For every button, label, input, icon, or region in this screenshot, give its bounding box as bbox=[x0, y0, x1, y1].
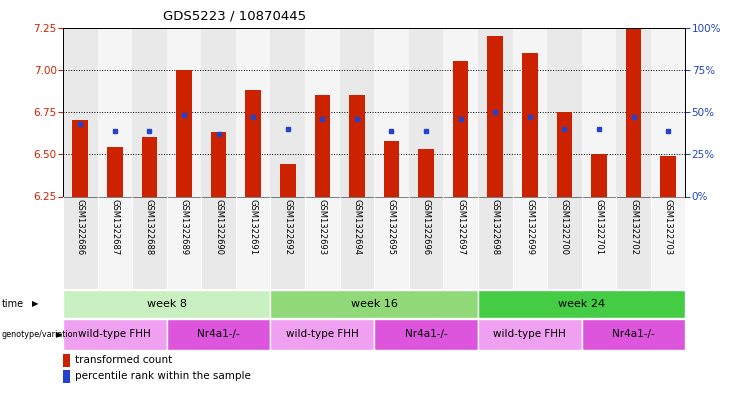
Bar bbox=[591, 154, 607, 196]
Bar bbox=[305, 196, 339, 289]
Bar bbox=[339, 28, 374, 196]
Bar bbox=[547, 28, 582, 196]
Text: GSM1322693: GSM1322693 bbox=[318, 199, 327, 255]
Text: genotype/variation: genotype/variation bbox=[1, 330, 78, 339]
Bar bbox=[98, 28, 132, 196]
Bar bbox=[202, 28, 236, 196]
Text: time: time bbox=[1, 299, 24, 309]
Bar bbox=[63, 28, 98, 196]
Bar bbox=[418, 149, 433, 196]
Text: GSM1322688: GSM1322688 bbox=[145, 199, 154, 255]
Text: GSM1322698: GSM1322698 bbox=[491, 199, 499, 255]
Bar bbox=[63, 319, 167, 350]
Bar bbox=[314, 95, 330, 196]
Text: GSM1322692: GSM1322692 bbox=[283, 199, 292, 255]
Bar bbox=[63, 290, 270, 318]
Bar bbox=[63, 354, 70, 367]
Text: GSM1322686: GSM1322686 bbox=[76, 199, 84, 255]
Text: GSM1322695: GSM1322695 bbox=[387, 199, 396, 255]
Bar bbox=[625, 29, 642, 196]
Text: wild-type FHH: wild-type FHH bbox=[286, 329, 359, 340]
Bar bbox=[73, 120, 88, 196]
Bar bbox=[270, 319, 374, 350]
Bar bbox=[409, 28, 443, 196]
Bar bbox=[142, 138, 157, 196]
Text: GSM1322691: GSM1322691 bbox=[249, 199, 258, 255]
Bar bbox=[63, 370, 70, 383]
Text: week 8: week 8 bbox=[147, 299, 187, 309]
Bar bbox=[167, 196, 202, 289]
Bar bbox=[478, 290, 685, 318]
Bar bbox=[374, 196, 409, 289]
Bar bbox=[582, 196, 617, 289]
Bar bbox=[176, 70, 192, 196]
Text: wild-type FHH: wild-type FHH bbox=[494, 329, 566, 340]
Text: GSM1322701: GSM1322701 bbox=[594, 199, 603, 255]
Bar bbox=[270, 28, 305, 196]
Bar bbox=[63, 196, 98, 289]
Text: GSM1322700: GSM1322700 bbox=[560, 199, 569, 255]
Bar bbox=[374, 28, 409, 196]
Text: GSM1322702: GSM1322702 bbox=[629, 199, 638, 255]
Bar bbox=[245, 90, 261, 196]
Bar bbox=[651, 28, 685, 196]
Text: GSM1322699: GSM1322699 bbox=[525, 199, 534, 255]
Text: percentile rank within the sample: percentile rank within the sample bbox=[75, 371, 250, 382]
Bar bbox=[409, 196, 443, 289]
Bar bbox=[132, 196, 167, 289]
Bar bbox=[270, 290, 478, 318]
Bar bbox=[660, 156, 676, 196]
Text: GSM1322694: GSM1322694 bbox=[353, 199, 362, 255]
Bar bbox=[522, 53, 537, 196]
Bar bbox=[236, 28, 270, 196]
Text: GSM1322690: GSM1322690 bbox=[214, 199, 223, 255]
Bar bbox=[384, 141, 399, 196]
Text: ▶: ▶ bbox=[56, 330, 63, 339]
Text: transformed count: transformed count bbox=[75, 355, 172, 365]
Text: GDS5223 / 10870445: GDS5223 / 10870445 bbox=[163, 10, 306, 23]
Text: GSM1322689: GSM1322689 bbox=[179, 199, 188, 255]
Text: week 16: week 16 bbox=[350, 299, 398, 309]
Bar bbox=[349, 95, 365, 196]
Text: Nr4a1-/-: Nr4a1-/- bbox=[405, 329, 448, 340]
Bar bbox=[582, 319, 685, 350]
Bar bbox=[305, 28, 339, 196]
Bar bbox=[339, 196, 374, 289]
Text: Nr4a1-/-: Nr4a1-/- bbox=[197, 329, 240, 340]
Text: wild-type FHH: wild-type FHH bbox=[79, 329, 151, 340]
Bar bbox=[651, 196, 685, 289]
Text: week 24: week 24 bbox=[558, 299, 605, 309]
Bar bbox=[167, 28, 202, 196]
Bar bbox=[98, 196, 132, 289]
Text: GSM1322687: GSM1322687 bbox=[110, 199, 119, 255]
Bar bbox=[167, 319, 270, 350]
Text: Nr4a1-/-: Nr4a1-/- bbox=[612, 329, 655, 340]
Bar bbox=[478, 196, 513, 289]
Bar bbox=[280, 164, 296, 196]
Bar bbox=[617, 196, 651, 289]
Bar bbox=[202, 196, 236, 289]
Bar bbox=[556, 112, 572, 196]
Bar bbox=[513, 28, 547, 196]
Bar bbox=[270, 196, 305, 289]
Bar bbox=[582, 28, 617, 196]
Bar bbox=[488, 36, 503, 197]
Bar bbox=[443, 196, 478, 289]
Bar bbox=[478, 28, 513, 196]
Text: GSM1322696: GSM1322696 bbox=[422, 199, 431, 255]
Bar bbox=[617, 28, 651, 196]
Bar bbox=[547, 196, 582, 289]
Text: GSM1322697: GSM1322697 bbox=[456, 199, 465, 255]
Text: ▶: ▶ bbox=[32, 299, 39, 308]
Bar bbox=[478, 319, 582, 350]
Bar bbox=[443, 28, 478, 196]
Bar bbox=[453, 61, 468, 196]
Text: GSM1322703: GSM1322703 bbox=[664, 199, 673, 255]
Bar bbox=[236, 196, 270, 289]
Bar bbox=[107, 147, 123, 196]
Bar bbox=[132, 28, 167, 196]
Bar bbox=[210, 132, 227, 196]
Bar bbox=[374, 319, 478, 350]
Bar bbox=[513, 196, 547, 289]
